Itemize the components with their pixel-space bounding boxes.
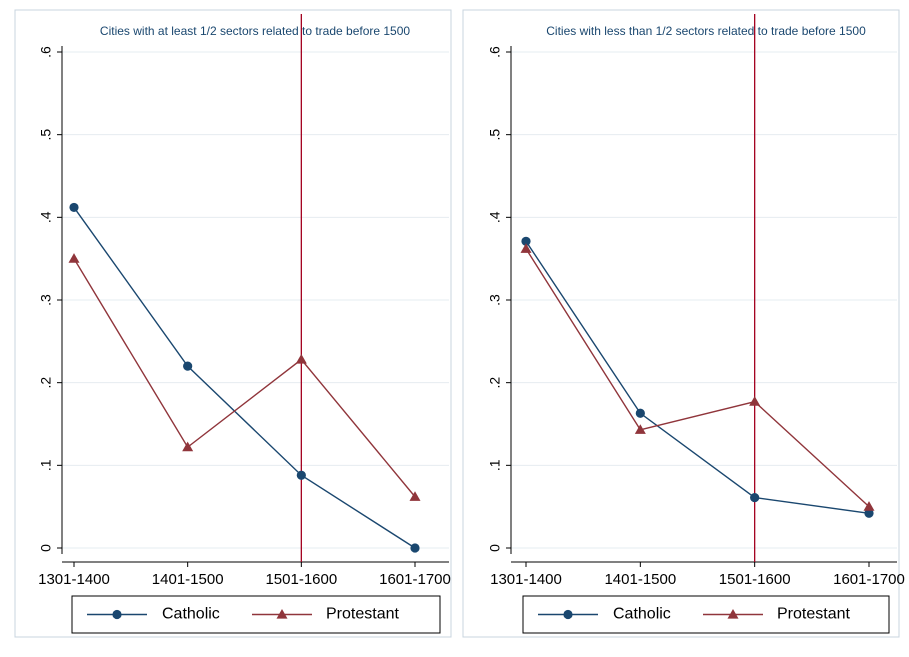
data-point-catholic xyxy=(864,508,874,518)
data-point-catholic xyxy=(410,543,420,553)
x-tick-label: 1301-1400 xyxy=(38,571,110,588)
y-tick-label: .5 xyxy=(38,129,54,141)
data-point-catholic xyxy=(635,408,645,418)
panel-frame xyxy=(14,9,452,638)
legend-label: Protestant xyxy=(777,606,850,623)
y-tick-label: .1 xyxy=(487,459,503,471)
data-point-protestant xyxy=(863,501,875,511)
legend-label: Catholic xyxy=(613,606,671,623)
data-point-catholic xyxy=(521,236,531,246)
x-tick-label: 1401-1500 xyxy=(604,571,676,588)
x-tick-label: 1401-1500 xyxy=(152,571,224,588)
series-line-catholic xyxy=(525,240,870,514)
data-point-protestant xyxy=(520,243,532,253)
y-tick-label: .5 xyxy=(487,129,503,141)
data-point-catholic xyxy=(183,361,193,371)
y-tick-label: 0 xyxy=(38,544,54,552)
chart-panel-2: .6 .5 .4 .3 .2 .1 0 1301-1400 1401-1500 1501-1600… xyxy=(462,9,905,638)
x-tick-label: 1301-1400 xyxy=(490,571,562,588)
data-point-protestant xyxy=(409,491,421,501)
legend-marker xyxy=(563,609,573,620)
data-point-catholic xyxy=(750,492,760,503)
legend-label: Protestant xyxy=(326,606,399,623)
data-point-protestant xyxy=(68,253,80,263)
y-tick-label: .3 xyxy=(38,294,54,306)
chart-title: Cities with at least 1/2 sectors related… xyxy=(100,24,410,38)
legend-marker xyxy=(727,609,739,619)
data-point-catholic xyxy=(296,470,306,480)
legend-label: Catholic xyxy=(162,606,220,623)
y-tick-label: .4 xyxy=(487,211,503,223)
chart-title: Cities with less than 1/2 sectors relate… xyxy=(546,24,866,38)
y-tick-label: .6 xyxy=(38,46,54,58)
x-tick-label: 1501-1600 xyxy=(719,571,791,588)
legend: Catholic Protestant xyxy=(71,595,441,634)
y-tick-label: 0 xyxy=(487,544,503,552)
legend-marker xyxy=(276,609,288,619)
series-line-protestant xyxy=(525,248,870,508)
data-point-protestant xyxy=(295,354,307,364)
x-tick-label: 1501-1600 xyxy=(265,571,337,588)
data-point-protestant xyxy=(634,424,646,434)
x-tick-label: 1601-1700 xyxy=(833,571,905,588)
y-tick-label: .6 xyxy=(487,46,503,58)
chart-panel-1: .6 .5 .4 .3 .2 .1 0 1301-1400 1401-1500 1501-1600… xyxy=(14,9,452,638)
y-tick-label: .1 xyxy=(38,459,54,471)
legend: Catholic Protestant xyxy=(522,595,890,634)
x-tick-label: 1601-1700 xyxy=(379,571,451,588)
data-point-catholic xyxy=(69,202,79,213)
y-tick-label: .3 xyxy=(487,294,503,306)
y-tick-label: .4 xyxy=(38,211,54,223)
data-point-protestant xyxy=(182,441,194,452)
series-line-protestant xyxy=(73,258,416,498)
series-line-catholic xyxy=(73,207,416,549)
y-tick-label: .2 xyxy=(38,377,54,389)
y-tick-label: .2 xyxy=(487,377,503,389)
data-point-protestant xyxy=(749,396,761,406)
panel-frame xyxy=(462,9,900,638)
legend-marker xyxy=(112,609,122,620)
